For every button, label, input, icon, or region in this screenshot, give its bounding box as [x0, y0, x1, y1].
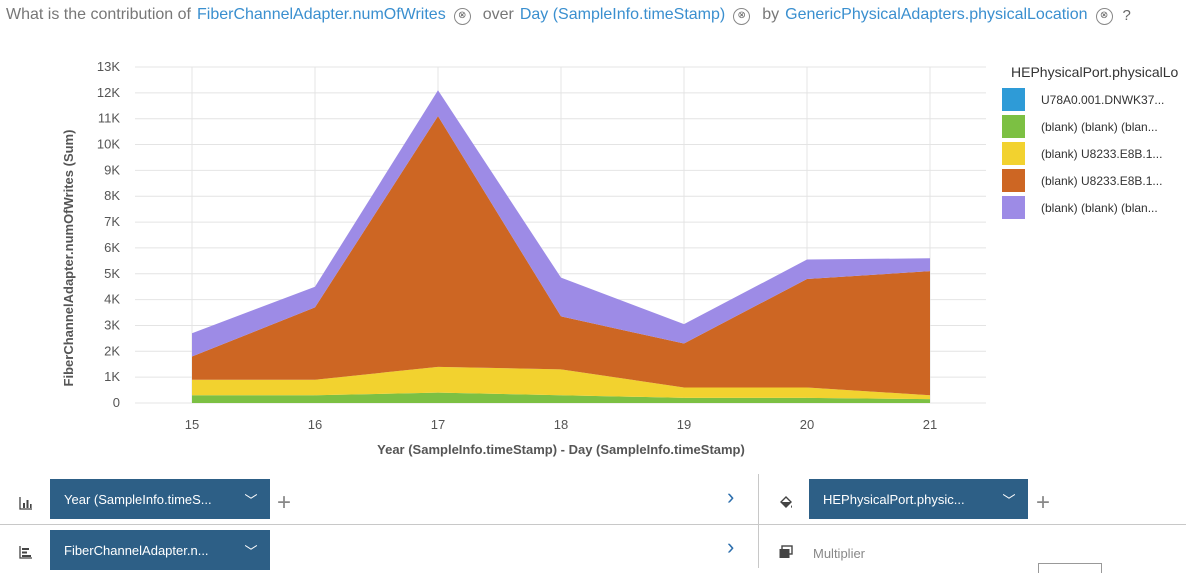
legend-label: (blank) U8233.E8B.1... — [1041, 146, 1163, 161]
legend-swatch — [1002, 115, 1025, 138]
expand-x-slot-arrow[interactable]: › — [727, 484, 735, 509]
x-axis-title: Year (SampleInfo.timeStamp) - Day (Sampl… — [377, 442, 745, 457]
x-axis-slot-label: Year (SampleInfo.timeS... — [64, 491, 212, 507]
y-tick-label: 2K — [104, 343, 120, 358]
x-tick-label: 19 — [677, 417, 691, 432]
y-tick-label: 4K — [104, 292, 120, 307]
x-axis-slot-icon — [19, 497, 32, 510]
drop-zones: Year (SampleInfo.timeS... ﹀ + › FiberCha… — [0, 474, 1186, 573]
clear-over-icon[interactable]: ⊗ — [733, 7, 751, 25]
area-series-1[interactable] — [192, 392, 930, 403]
x-tick-label: 21 — [923, 417, 937, 432]
divider-horizontal — [0, 524, 1186, 525]
legend-item[interactable]: (blank) (blank) (blan... — [1002, 113, 1186, 140]
legend-item[interactable]: (blank) (blank) (blan... — [1002, 194, 1186, 221]
y-tick-label: 5K — [104, 266, 120, 281]
legend-item[interactable]: U78A0.001.DNWK37... — [1002, 86, 1186, 113]
legend-swatch — [1002, 169, 1025, 192]
multiplier-label[interactable]: Multiplier — [813, 546, 866, 561]
x-tick-label: 16 — [308, 417, 322, 432]
legend-item[interactable]: (blank) U8233.E8B.1... — [1002, 140, 1186, 167]
x-tick-label: 15 — [185, 417, 199, 432]
paint-bucket-icon — [780, 496, 792, 508]
y-tick-label: 13K — [97, 59, 120, 74]
legend: HEPhysicalPort.physicalLo U78A0.001.DNWK… — [1002, 64, 1186, 221]
y-axis-slot-label: FiberChannelAdapter.n... — [64, 542, 209, 558]
x-axis-ticks: 15 16 17 18 19 20 21 — [185, 417, 937, 432]
expand-y-slot-arrow[interactable]: › — [727, 534, 735, 559]
y-tick-label: 3K — [104, 317, 120, 332]
clear-measure-icon[interactable]: ⊗ — [453, 7, 471, 25]
area-series-4[interactable] — [192, 90, 930, 357]
area-series — [192, 90, 930, 403]
legend-swatch — [1002, 88, 1025, 111]
legend-label: (blank) (blank) (blan... — [1041, 119, 1158, 134]
y-tick-label: 7K — [104, 214, 120, 229]
y-tick-label: 1K — [104, 369, 120, 384]
add-color-slot-button[interactable]: + — [1036, 489, 1051, 516]
chevron-down-icon[interactable]: ﹀ — [1002, 492, 1016, 508]
question-by-word: by — [762, 6, 780, 23]
color-slot-pill[interactable]: HEPhysicalPort.physic... ﹀ — [809, 479, 1028, 519]
chevron-down-icon[interactable]: ﹀ — [244, 492, 258, 508]
over-term[interactable]: Day (SampleInfo.timeStamp) — [519, 6, 726, 23]
help-icon[interactable]: ? — [1122, 6, 1131, 24]
color-slot-label: HEPhysicalPort.physic... — [823, 491, 965, 507]
divider-vertical — [758, 474, 759, 568]
y-axis-ticks: 0 1K 2K 3K 4K 5K 6K 7K 8K 9K 10K 11K 12K 13K — [97, 59, 120, 410]
clear-by-icon[interactable]: ⊗ — [1095, 7, 1113, 25]
y-tick-label: 6K — [104, 240, 120, 255]
y-axis-title: FiberChannelAdapter.numOfWrites (Sum) — [61, 130, 76, 387]
legend-label: (blank) U8233.E8B.1... — [1041, 173, 1163, 188]
stacked-area-chart: 0 1K 2K 3K 4K 5K 6K 7K 8K 9K 10K 11K 12K 13K 15 16 17 18… — [61, 59, 986, 457]
area-series-3[interactable] — [192, 116, 930, 396]
x-tick-label: 20 — [800, 417, 814, 432]
y-tick-label: 11K — [98, 111, 120, 126]
y-tick-label: 10K — [97, 137, 120, 152]
legend-label: (blank) (blank) (blan... — [1041, 200, 1158, 215]
y-tick-label: 8K — [104, 188, 120, 203]
x-tick-label: 18 — [554, 417, 568, 432]
y-tick-label: 9K — [104, 162, 120, 177]
x-tick-label: 17 — [431, 417, 445, 432]
question-over-word: over — [482, 6, 514, 23]
legend-title: HEPhysicalPort.physicalLo — [1011, 64, 1179, 80]
multiplier-drop-box[interactable] — [1038, 563, 1102, 573]
y-tick-label: 0 — [113, 395, 120, 410]
multiplier-icon — [779, 545, 793, 558]
y-axis-slot-pill[interactable]: FiberChannelAdapter.n... ﹀ — [50, 530, 270, 570]
y-axis-slot-icon — [19, 546, 32, 559]
legend-swatch — [1002, 142, 1025, 165]
chevron-down-icon[interactable]: ﹀ — [244, 543, 258, 559]
legend-label: U78A0.001.DNWK37... — [1041, 92, 1165, 107]
x-axis-slot-pill[interactable]: Year (SampleInfo.timeS... ﹀ — [50, 479, 270, 519]
add-x-slot-button[interactable]: + — [277, 489, 292, 516]
legend-item[interactable]: (blank) U8233.E8B.1... — [1002, 167, 1186, 194]
question-prefix: What is the contribution of — [6, 6, 191, 23]
grid — [135, 66, 986, 404]
legend-swatch — [1002, 196, 1025, 219]
y-tick-label: 12K — [97, 85, 120, 100]
by-term[interactable]: GenericPhysicalAdapters.physicalLocation — [785, 6, 1088, 23]
measure-term[interactable]: FiberChannelAdapter.numOfWrites — [196, 6, 446, 23]
question-bar: What is the contribution of FiberChannel… — [6, 3, 1131, 27]
area-series-2[interactable] — [192, 366, 930, 400]
